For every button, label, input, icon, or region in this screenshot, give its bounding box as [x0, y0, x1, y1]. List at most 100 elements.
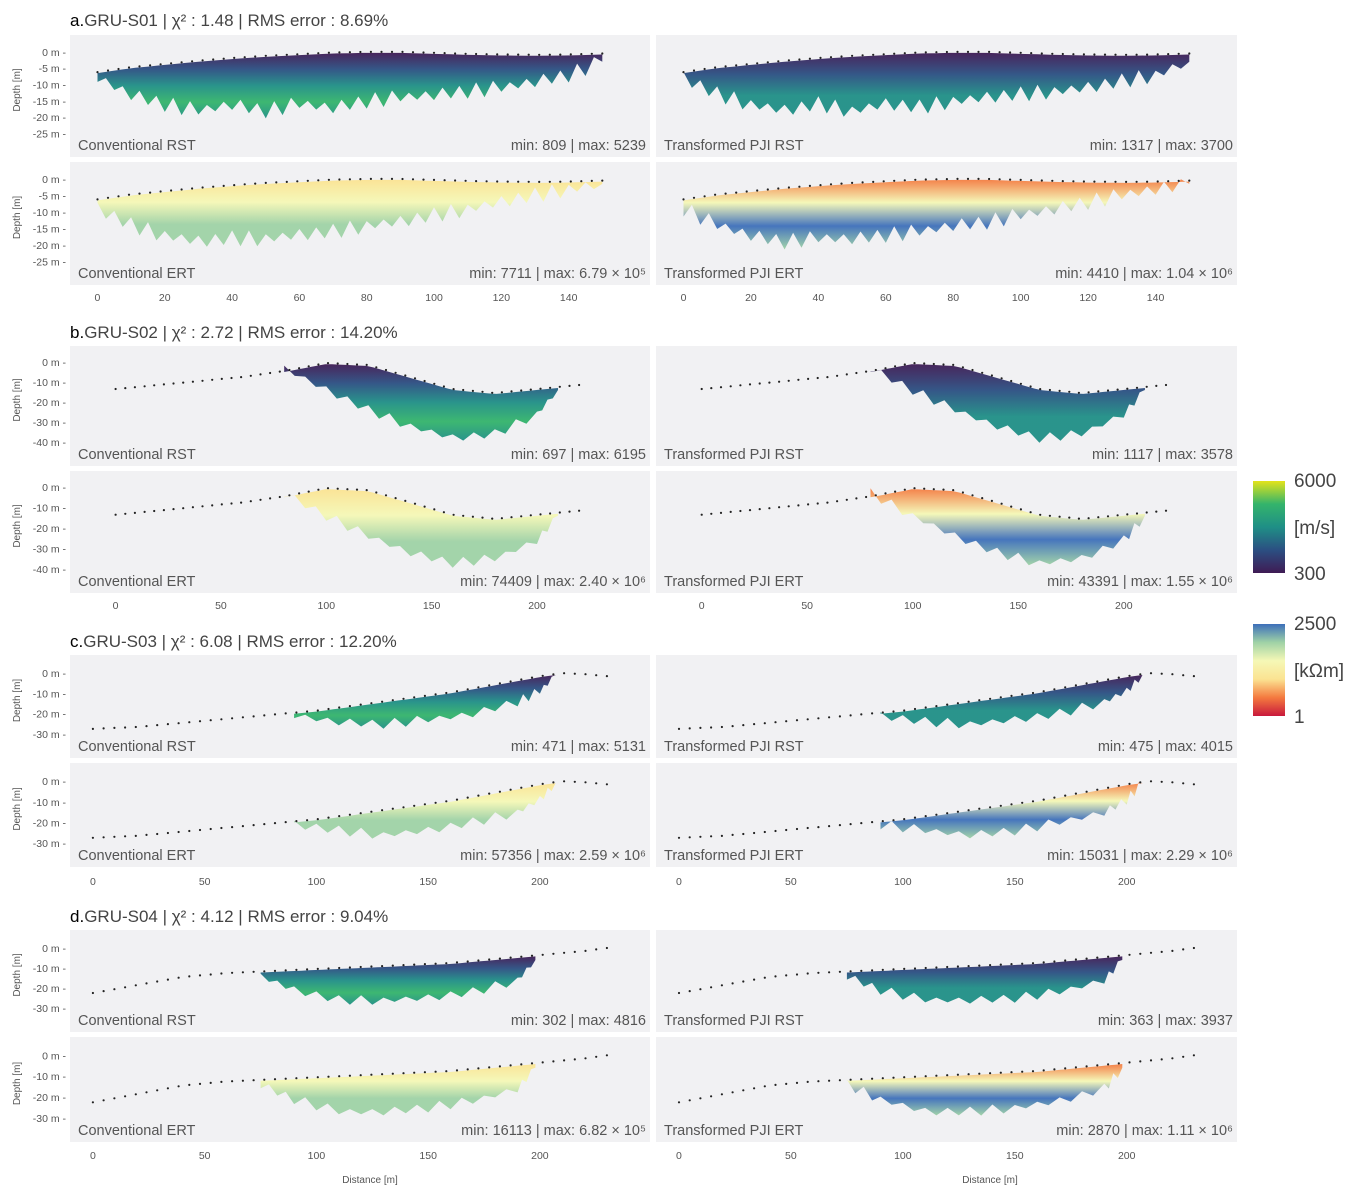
- surface-point: [517, 180, 520, 183]
- surface-point: [731, 1091, 734, 1094]
- surface-point: [1087, 517, 1090, 520]
- surface-point: [860, 1078, 863, 1081]
- surface-point: [220, 718, 223, 721]
- surface-point: [538, 53, 541, 56]
- distance-tick: 50: [801, 600, 813, 612]
- section-label: Transformed PJI ERT: [664, 848, 804, 864]
- panel-b: b.GRU-S02 | χ² : 2.72 | RMS error : 14.2…: [12, 323, 1237, 612]
- surface-point: [1019, 178, 1022, 181]
- surface-point: [422, 178, 425, 181]
- surface-point: [826, 376, 829, 379]
- surface-point: [209, 827, 212, 831]
- surface-point: [365, 489, 368, 492]
- surface-point: [220, 503, 223, 506]
- surface-point: [464, 52, 467, 55]
- surface-point: [102, 836, 105, 839]
- surface-point: [1087, 391, 1090, 394]
- surface-point: [549, 512, 552, 515]
- surface-point: [1019, 51, 1022, 54]
- rst-pji-section: [683, 52, 1190, 117]
- section-range: min: 2870 | max: 1.11 × 10⁶: [1056, 1123, 1233, 1139]
- distance-tick: 0: [681, 292, 687, 304]
- depth-axis-label: Depth [m]: [12, 953, 23, 997]
- surface-point: [153, 384, 156, 387]
- surface-point: [1072, 53, 1075, 56]
- surface-point: [1177, 52, 1180, 55]
- surface-point: [778, 380, 781, 383]
- surface-point: [1097, 516, 1100, 519]
- surface-point: [798, 58, 801, 61]
- distance-tick: 140: [560, 292, 578, 304]
- surface-point: [710, 512, 713, 515]
- surface-point: [1106, 515, 1110, 518]
- surface-point: [481, 516, 484, 519]
- distance-tick: 150: [1009, 600, 1027, 612]
- surface-point: [338, 706, 341, 709]
- surface-point: [1125, 180, 1128, 183]
- surface-point: [881, 1077, 884, 1080]
- surface-point: [729, 510, 732, 513]
- surface-point: [306, 1076, 309, 1079]
- surface-point: [220, 377, 223, 380]
- section-label: Transformed PJI ERT: [664, 1123, 804, 1139]
- depth-tick: -30 m -: [33, 838, 67, 850]
- surface-point: [720, 984, 724, 987]
- surface-point: [394, 371, 397, 374]
- surface-point: [913, 487, 916, 490]
- ert-conv-section: [284, 489, 558, 568]
- surface-point: [1182, 1055, 1185, 1058]
- surface-point: [753, 1087, 756, 1090]
- surface-point: [509, 680, 512, 683]
- depth-tick: -20 m -: [33, 817, 67, 829]
- surface-point: [231, 717, 234, 720]
- distance-tick: 100: [894, 876, 912, 888]
- surface-point: [466, 1068, 469, 1071]
- surface-point: [1126, 387, 1129, 390]
- surface-point: [913, 1075, 917, 1078]
- surface-point: [285, 53, 288, 56]
- surface-point: [317, 179, 320, 182]
- surface-point: [703, 67, 706, 71]
- surface-point: [913, 707, 917, 711]
- surface-point: [731, 725, 734, 728]
- surface-point: [961, 366, 965, 369]
- section-range: min: 1117 | max: 3578: [1092, 447, 1233, 463]
- surface-point: [527, 180, 530, 183]
- surface-point: [317, 488, 320, 491]
- surface-point: [797, 378, 800, 381]
- surface-point: [1117, 1062, 1120, 1065]
- surface-point: [307, 365, 310, 368]
- surface-point: [1000, 377, 1003, 380]
- surface-point: [828, 971, 831, 974]
- surface-point: [498, 1065, 501, 1068]
- depth-tick: -15 m -: [33, 96, 67, 108]
- surface-point: [252, 1079, 255, 1082]
- distance-tick: 50: [215, 600, 227, 612]
- surface-point: [1031, 962, 1035, 965]
- surface-point: [327, 51, 330, 54]
- distance-tick: 80: [947, 292, 959, 304]
- surface-point: [1064, 794, 1067, 797]
- surface-point: [742, 980, 745, 983]
- surface-point: [231, 971, 234, 974]
- panel-title-text: GRU-S04 | χ² : 4.12 | RMS error : 9.04%: [84, 907, 388, 926]
- surface-point: [233, 184, 236, 187]
- surface-point: [263, 970, 266, 973]
- section-range: min: 15031 | max: 2.29 × 10⁶: [1047, 848, 1233, 864]
- surface-point: [295, 711, 298, 714]
- surface-point: [530, 676, 534, 679]
- surface-point: [1077, 391, 1080, 394]
- surface-point: [527, 53, 530, 56]
- surface-point: [201, 59, 204, 62]
- surface-point: [145, 725, 148, 728]
- surface-point: [263, 714, 266, 717]
- surface-point: [1096, 680, 1099, 683]
- surface-point: [455, 798, 459, 801]
- surface-point: [338, 51, 341, 54]
- surface-point: [520, 1063, 523, 1066]
- surface-point: [170, 62, 173, 65]
- surface-point: [829, 56, 833, 59]
- surface-point: [1167, 180, 1170, 183]
- surface-point: [817, 971, 820, 974]
- depth-tick: -40 m -: [33, 564, 67, 576]
